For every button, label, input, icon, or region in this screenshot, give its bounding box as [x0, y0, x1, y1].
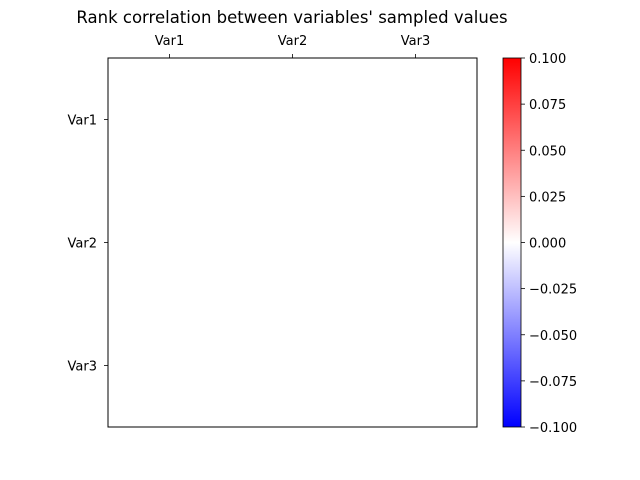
heatmap-cell-var2-var2	[231, 181, 354, 304]
colorbar-tick-label: 0.025	[529, 190, 566, 205]
heatmap-cell-var3-var3	[354, 304, 477, 427]
y-axis: Var1 Var2 Var3	[68, 114, 108, 375]
colorbar-tick-label: 0.075	[529, 98, 566, 113]
colorbar-tick-label: −0.100	[529, 421, 577, 436]
colorbar-tick-label: −0.050	[529, 329, 577, 344]
heatmap-cell-var1-var3	[354, 58, 477, 181]
y-tick-label: Var2	[68, 237, 97, 252]
heatmap-cell-var2-var3	[354, 181, 477, 304]
y-tick-label: Var1	[68, 114, 97, 129]
heatmap-cell-var2-var1	[108, 181, 231, 304]
colorbar-tick-label: 0.100	[529, 52, 566, 67]
y-tick-label: Var3	[68, 360, 97, 375]
heatmap-cell-var1-var2	[231, 58, 354, 181]
x-tick-label: Var3	[401, 34, 430, 49]
colorbar-axis: 0.100 0.075 0.050 0.025 0.000 −0.025 −0.050 −0.…	[521, 52, 577, 436]
colorbar-gradient	[503, 58, 521, 427]
x-axis-top: Var1 Var2 Var3	[155, 34, 430, 58]
heatmap-cells	[108, 58, 477, 427]
heatmap-cell-var1-var1	[108, 58, 231, 181]
chart-title: Rank correlation between variables' samp…	[76, 8, 507, 27]
colorbar-tick-label: 0.000	[529, 237, 566, 252]
x-tick-label: Var2	[278, 34, 307, 49]
colorbar-tick-label: −0.025	[529, 283, 577, 298]
x-tick-label: Var1	[155, 34, 184, 49]
heatmap-cell-var3-var2	[231, 304, 354, 427]
colorbar-tick-label: 0.050	[529, 144, 566, 159]
colorbar-tick-label: −0.075	[529, 375, 577, 390]
heatmap-cell-var3-var1	[108, 304, 231, 427]
